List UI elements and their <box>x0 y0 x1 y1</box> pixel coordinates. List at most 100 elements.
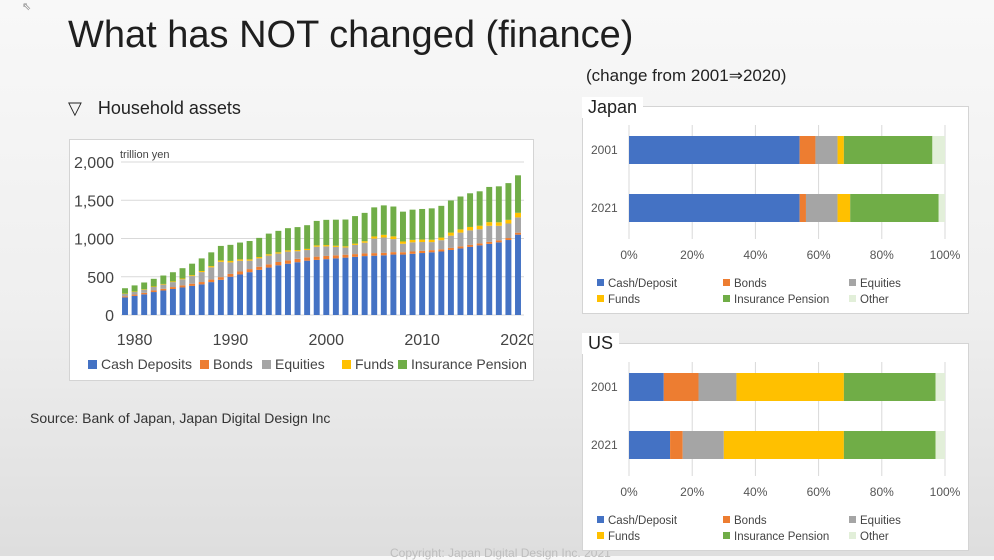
bar-funds <box>323 245 329 246</box>
x-tick-label: 2010 <box>404 332 440 349</box>
bar-funds <box>352 244 358 245</box>
bar-cash-deposits <box>285 264 291 315</box>
bar-cash-deposits <box>458 248 464 315</box>
bar-cash-deposits <box>208 282 214 315</box>
source-note: Source: Bank of Japan, Japan Digital Des… <box>30 410 330 426</box>
legend-label-insurance-pension: Insurance Pension <box>734 531 829 543</box>
x-tick-label: 2000 <box>308 332 344 349</box>
bar-equities <box>515 217 521 232</box>
bar-equities <box>410 242 416 251</box>
bar-equities <box>400 244 406 252</box>
bar-insurance-pension <box>390 207 396 237</box>
legend-label-cash-deposit: Cash/Deposit <box>608 278 678 290</box>
bar-cash-deposits <box>189 286 195 315</box>
bar-cash-deposits <box>160 291 166 315</box>
legend-label-equities: Equities <box>860 278 901 290</box>
bar-insurance-pension <box>486 187 492 222</box>
bar-insurance-pension <box>515 175 521 212</box>
bar-equities <box>285 252 291 261</box>
bar-funds <box>838 194 851 222</box>
bar-cash-deposits <box>486 244 492 315</box>
bar-funds <box>505 220 511 224</box>
bar-equities <box>505 224 511 239</box>
bar-insurance-pension <box>400 212 406 242</box>
bar-bonds <box>275 262 281 265</box>
bar-equities <box>371 239 377 254</box>
bar-funds <box>429 240 435 242</box>
bar-insurance-pension <box>333 220 339 246</box>
bar-equities <box>486 226 492 242</box>
bar-insurance-pension <box>285 228 291 250</box>
bar-insurance-pension <box>141 282 147 289</box>
bar-bonds <box>227 274 233 277</box>
bar-bonds <box>323 256 329 259</box>
x-tick-label: 60% <box>807 485 831 499</box>
bar-funds <box>256 257 262 258</box>
bar-insurance-pension <box>256 238 262 257</box>
bar-equities <box>314 247 320 257</box>
legend-label-bonds: Bonds <box>734 278 767 290</box>
bar-equities <box>352 245 358 254</box>
bar-equities <box>180 279 186 285</box>
bar-bonds <box>362 253 368 256</box>
bar-equities <box>333 247 339 255</box>
bar-cash-deposits <box>304 261 310 315</box>
category-label: 2001 <box>591 143 618 157</box>
legend-label-cash-deposit: Cash/Deposit <box>608 515 678 527</box>
bar-bonds <box>429 250 435 252</box>
y-tick-label: 0 <box>105 308 114 325</box>
x-tick-label: 2020 <box>500 332 533 349</box>
bar-cash-deposit <box>629 431 670 459</box>
legend-label-bonds: Bonds <box>734 515 767 527</box>
copyright-footer: Copyright: Japan Digital Design Inc. 202… <box>390 546 611 560</box>
bar-funds <box>275 252 281 253</box>
legend-swatch-other <box>849 532 856 539</box>
bar-funds <box>314 245 320 246</box>
bar-cash-deposits <box>362 256 368 315</box>
bar-funds <box>438 238 444 241</box>
bar-equities <box>381 238 387 253</box>
bar-cash-deposits <box>381 255 387 315</box>
bar-bonds <box>486 242 492 244</box>
bar-cash-deposits <box>419 253 425 315</box>
bar-bonds <box>515 233 521 235</box>
bar-insurance-pension <box>237 243 243 260</box>
bar-equities <box>699 373 737 401</box>
bar-funds <box>180 279 186 280</box>
bar-funds <box>247 259 253 260</box>
bar-insurance-pension <box>448 200 454 232</box>
bar-insurance-pension <box>247 241 253 259</box>
bar-cash-deposits <box>390 255 396 315</box>
x-tick-label: 60% <box>807 248 831 262</box>
unit-label: trillion yen <box>120 149 170 161</box>
bar-equities <box>815 136 837 164</box>
legend-swatch-equities <box>262 360 271 369</box>
bar-bonds <box>151 290 157 292</box>
legend-swatch-bonds <box>723 516 730 523</box>
bar-cash-deposits <box>438 252 444 315</box>
bar-bonds <box>285 260 291 263</box>
bullet-text: Household assets <box>98 98 241 118</box>
legend-label-funds: Funds <box>608 294 640 306</box>
bar-funds <box>237 259 243 260</box>
bar-funds <box>227 261 233 263</box>
bar-bonds <box>247 269 253 272</box>
bar-funds <box>304 249 310 250</box>
bar-funds <box>362 241 368 243</box>
legend-label-bonds: Bonds <box>213 356 253 372</box>
legend-swatch-cash-deposit <box>597 279 604 286</box>
bar-cash-deposits <box>237 274 243 315</box>
japan-panel-label: Japan <box>582 97 643 118</box>
bar-bonds <box>670 431 683 459</box>
bar-insurance-pension <box>208 252 214 266</box>
bar-equities <box>304 250 310 257</box>
bar-insurance-pension <box>381 205 387 234</box>
bar-bonds <box>458 246 464 248</box>
bar-bonds <box>170 287 176 289</box>
bar-bonds <box>342 255 348 258</box>
bar-cash-deposits <box>266 268 272 315</box>
bar-equities <box>170 282 176 287</box>
bullet-heading: ▽Household assets <box>68 98 241 119</box>
